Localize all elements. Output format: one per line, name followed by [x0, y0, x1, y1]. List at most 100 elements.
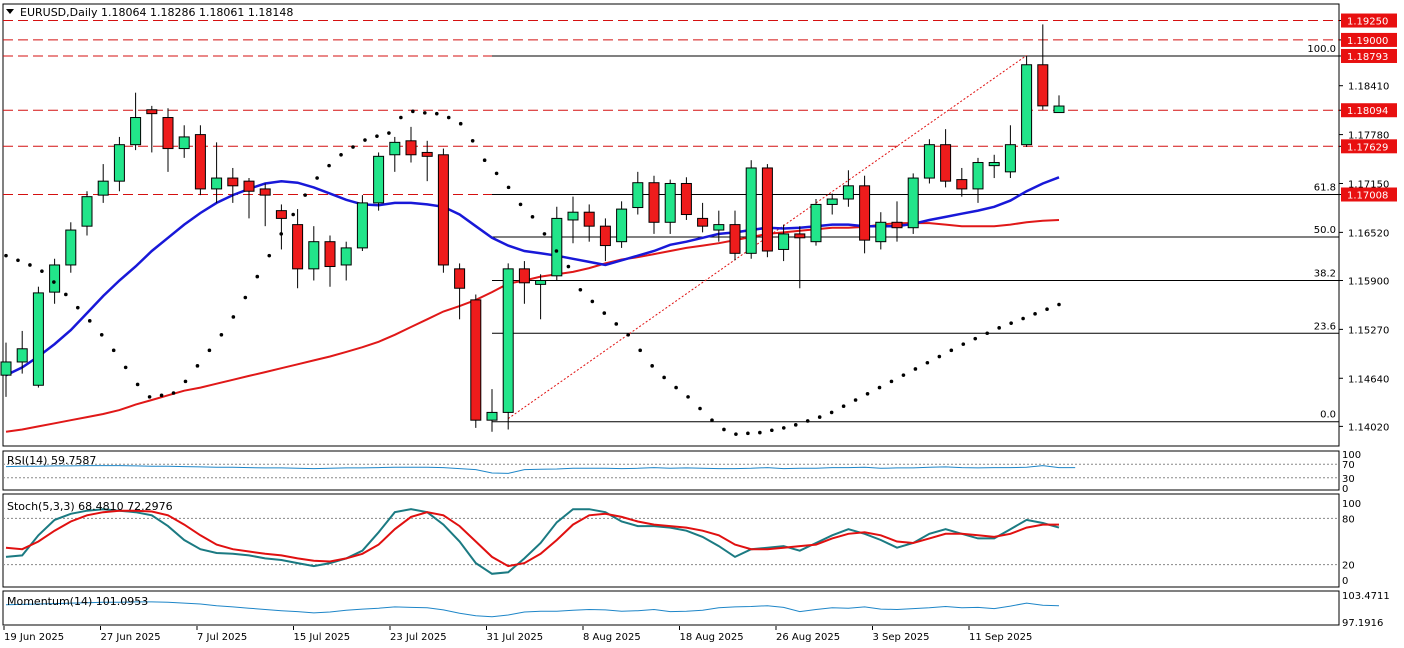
rsi-tick-label: 30	[1342, 474, 1355, 485]
fib-level-label: 38.2	[1314, 268, 1336, 279]
candle-body	[697, 217, 709, 227]
candle-body	[502, 268, 514, 413]
candle-body	[729, 224, 741, 254]
price-level-box	[1341, 32, 1397, 47]
candle-body	[0, 361, 12, 376]
parabolic-sar-dot	[99, 333, 104, 337]
parabolic-sar-dot	[279, 232, 284, 236]
candle-body	[16, 348, 28, 363]
candle-body	[243, 180, 255, 192]
parabolic-sar-dot	[518, 202, 523, 207]
candle-body	[680, 182, 692, 216]
triangle-down-icon[interactable]	[6, 9, 14, 14]
date-tick-label: 18 Aug 2025	[680, 632, 744, 643]
parabolic-sar-dot	[4, 253, 8, 258]
parabolic-sar-dot	[243, 295, 248, 300]
candle-body	[713, 224, 725, 231]
symbol-info: EURUSD,Daily 1.18064 1.18286 1.18061 1.1…	[20, 6, 293, 19]
parabolic-sar-dot	[64, 292, 68, 297]
candle-body	[907, 177, 919, 229]
candle-body	[373, 155, 385, 204]
price-tick-label: 1.16520	[1348, 228, 1389, 239]
price-level-box-label: 1.17629	[1347, 142, 1388, 153]
parabolic-sar-dot	[590, 299, 595, 304]
parabolic-sar-dot	[1057, 302, 1061, 307]
rsi-tick-label: 0	[1342, 484, 1348, 495]
stoch-label: Stoch(5,3,3) 68.4810 72.2976	[7, 500, 173, 513]
candle-body	[113, 144, 125, 182]
rsi-tick-label: 100	[1342, 450, 1361, 461]
price-level-box	[1341, 139, 1397, 154]
parabolic-sar-dot	[554, 249, 559, 253]
momentum-tick-label: 97.1916	[1342, 618, 1383, 629]
candle-body	[49, 264, 61, 293]
candle-body	[972, 162, 984, 190]
parabolic-sar-dot	[434, 111, 439, 116]
price-tick-label: 1.14020	[1348, 422, 1389, 433]
candle-body	[130, 117, 142, 146]
candle-body	[470, 299, 482, 421]
parabolic-sar-dot	[219, 333, 224, 337]
candle-body	[826, 198, 838, 205]
price-tick-label: 1.17780	[1348, 131, 1389, 142]
candle-body	[891, 221, 903, 229]
candle-body	[778, 233, 790, 250]
momentum-panel[interactable]	[2, 590, 1340, 626]
candle-body	[389, 141, 401, 156]
parabolic-sar-dot	[949, 348, 954, 353]
date-tick-label: 7 Jul 2025	[197, 632, 247, 643]
date-tick-label: 27 Jun 2025	[101, 632, 161, 643]
parabolic-sar-dot	[638, 348, 642, 353]
stoch-panel[interactable]	[2, 493, 1340, 588]
parabolic-sar-dot	[231, 315, 236, 319]
parabolic-sar-dot	[805, 419, 810, 423]
candle-body	[340, 247, 352, 266]
parabolic-sar-dot	[674, 385, 678, 390]
candle-body	[632, 182, 644, 209]
candle-body	[761, 167, 773, 252]
parabolic-sar-dot	[147, 395, 152, 399]
parabolic-sar-dot	[937, 354, 942, 359]
parabolic-sar-dot	[159, 393, 164, 398]
candle-body	[356, 202, 368, 249]
parabolic-sar-dot	[207, 348, 212, 353]
candle-body	[956, 179, 968, 190]
parabolic-sar-dot	[662, 375, 666, 380]
parabolic-sar-dot	[877, 385, 882, 390]
parabolic-sar-dot	[686, 395, 690, 399]
parabolic-sar-dot	[411, 109, 415, 114]
price-level-box-label: 1.17008	[1347, 191, 1388, 202]
candle-body	[745, 167, 757, 254]
parabolic-sar-dot	[770, 428, 774, 433]
parabolic-sar-dot	[841, 404, 846, 408]
parabolic-sar-dot	[339, 152, 343, 157]
parabolic-sar-dot	[135, 382, 140, 387]
price-level-box-label: 1.18793	[1347, 52, 1388, 63]
candle-body	[1004, 144, 1016, 173]
candle-body	[65, 229, 77, 266]
parabolic-sar-dot	[566, 264, 571, 269]
price-level-box	[1341, 13, 1397, 28]
rsi-tick-label: 70	[1342, 460, 1355, 471]
parabolic-sar-dot	[578, 287, 583, 292]
candle-body	[486, 411, 498, 421]
parabolic-sar-dot	[781, 426, 786, 430]
candle-body	[178, 136, 190, 150]
momentum-label: Momentum(14) 101.0953	[7, 595, 148, 608]
date-tick-label: 31 Jul 2025	[487, 632, 544, 643]
main-panel[interactable]	[2, 3, 1340, 447]
momentum-tick-label: 103.4711	[1342, 591, 1390, 602]
candle-body	[275, 210, 287, 219]
parabolic-sar-dot	[446, 115, 451, 120]
price-level-box	[1341, 103, 1397, 118]
rsi-panel[interactable]	[2, 450, 1340, 491]
price-tick-label: 1.15270	[1348, 325, 1389, 336]
candle-body	[308, 241, 320, 270]
candle-body	[194, 134, 206, 190]
fib-level-label: 100.0	[1307, 44, 1336, 55]
parabolic-sar-dot	[542, 232, 547, 236]
candle-body	[421, 151, 433, 157]
price-tick-label: 1.18410	[1348, 82, 1389, 93]
momentum-layer: 103.4711 97.1916	[5, 591, 1390, 629]
